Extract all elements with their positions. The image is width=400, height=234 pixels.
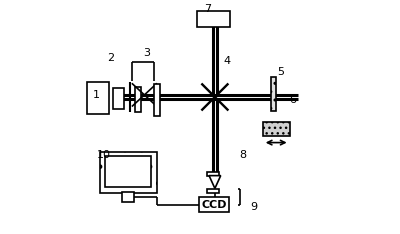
Text: CCD: CCD xyxy=(201,200,227,210)
Bar xyxy=(122,192,134,202)
Bar xyxy=(105,156,151,187)
Text: 8: 8 xyxy=(240,150,246,160)
Text: 10: 10 xyxy=(96,150,110,160)
Bar xyxy=(206,189,219,193)
Bar xyxy=(135,87,141,112)
Bar xyxy=(113,88,124,109)
Bar xyxy=(87,82,109,113)
Text: 1: 1 xyxy=(93,90,100,100)
Bar xyxy=(206,172,219,176)
Text: 4: 4 xyxy=(223,56,230,66)
Text: 3: 3 xyxy=(143,48,150,58)
Text: 5: 5 xyxy=(277,67,284,77)
Text: 9: 9 xyxy=(250,201,257,212)
Text: 7: 7 xyxy=(204,4,212,14)
Bar xyxy=(263,122,290,136)
Text: 6: 6 xyxy=(290,95,296,105)
Polygon shape xyxy=(209,176,221,188)
Bar xyxy=(154,84,160,116)
Bar xyxy=(197,11,230,27)
Bar xyxy=(271,77,276,111)
Text: 2: 2 xyxy=(107,53,114,63)
Bar xyxy=(199,197,229,212)
Bar xyxy=(100,152,156,193)
